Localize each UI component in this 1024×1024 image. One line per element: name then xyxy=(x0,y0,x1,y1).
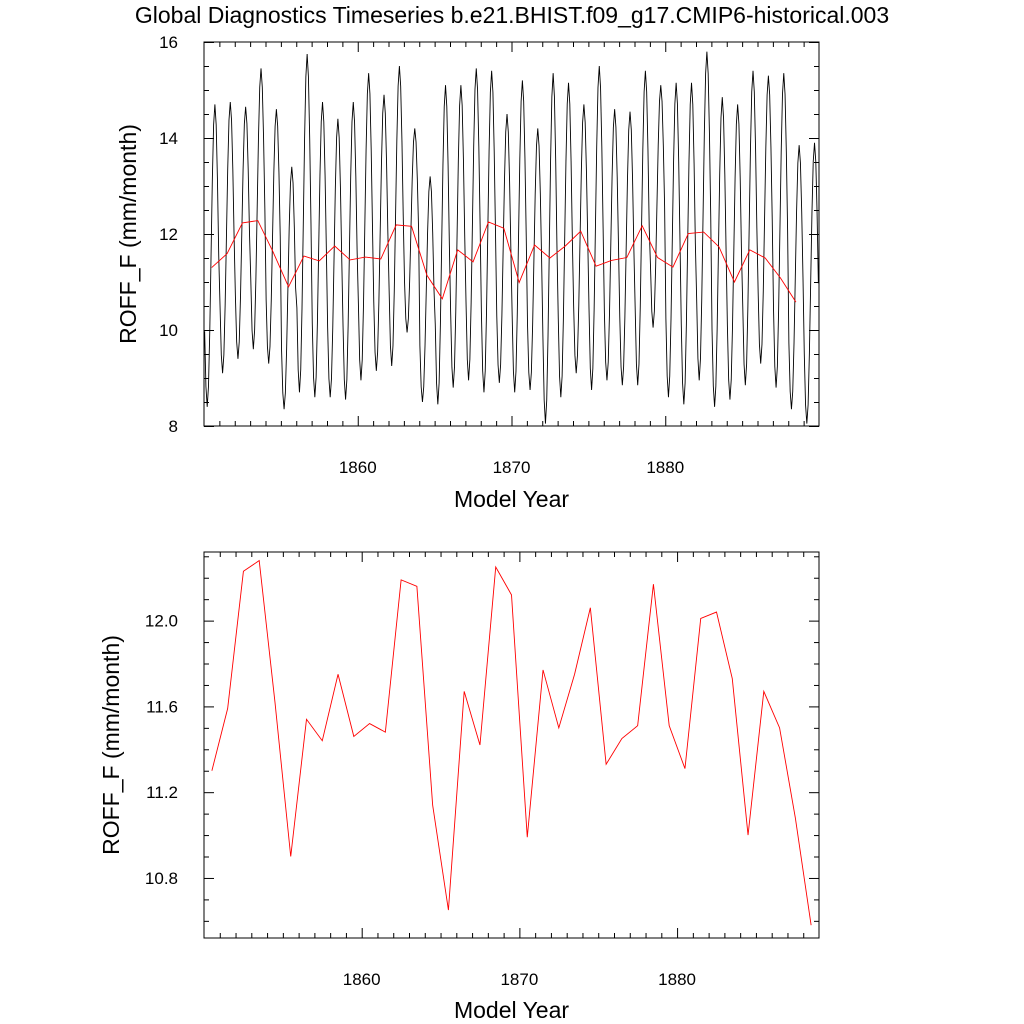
top-plot-frame xyxy=(203,41,820,427)
top-x-tick-label: 1860 xyxy=(339,458,377,477)
bottom-y-tick-label: 10.8 xyxy=(145,869,178,888)
bottom-x-tick-label: 1880 xyxy=(658,970,696,989)
top-x-axis-title: Model Year xyxy=(454,486,569,512)
top-y-axis-title: ROFF_F (mm/month) xyxy=(115,124,141,344)
bottom-series-annual-mean-line xyxy=(211,559,812,926)
bottom-x-tick-label: 1870 xyxy=(500,970,538,989)
top-y-tick-label: 8 xyxy=(169,417,178,436)
top-x-tick-label: 1880 xyxy=(646,458,684,477)
top-y-tick-label: 10 xyxy=(159,321,178,340)
bottom-x-axis-title: Model Year xyxy=(454,997,569,1023)
bottom-y-tick-label: 11.6 xyxy=(146,697,178,716)
top-series-annual-mean-line xyxy=(211,220,797,303)
top-y-tick-label: 16 xyxy=(159,33,178,52)
bottom-plot-frame xyxy=(203,551,820,939)
top-y-tick-label: 12 xyxy=(159,225,178,244)
top-x-tick-label: 1870 xyxy=(493,458,531,477)
bottom-y-axis-title: ROFF_F (mm/month) xyxy=(98,635,124,855)
bottom-y-tick-label: 12.0 xyxy=(145,612,178,631)
top-y-tick-label: 14 xyxy=(159,129,178,148)
figure-title: Global Diagnostics Timeseries b.e21.BHIS… xyxy=(134,2,890,28)
bottom-y-tick-label: 11.2 xyxy=(146,783,178,802)
top-series-monthly-line xyxy=(204,51,819,424)
bottom-x-tick-label: 1860 xyxy=(343,970,381,989)
